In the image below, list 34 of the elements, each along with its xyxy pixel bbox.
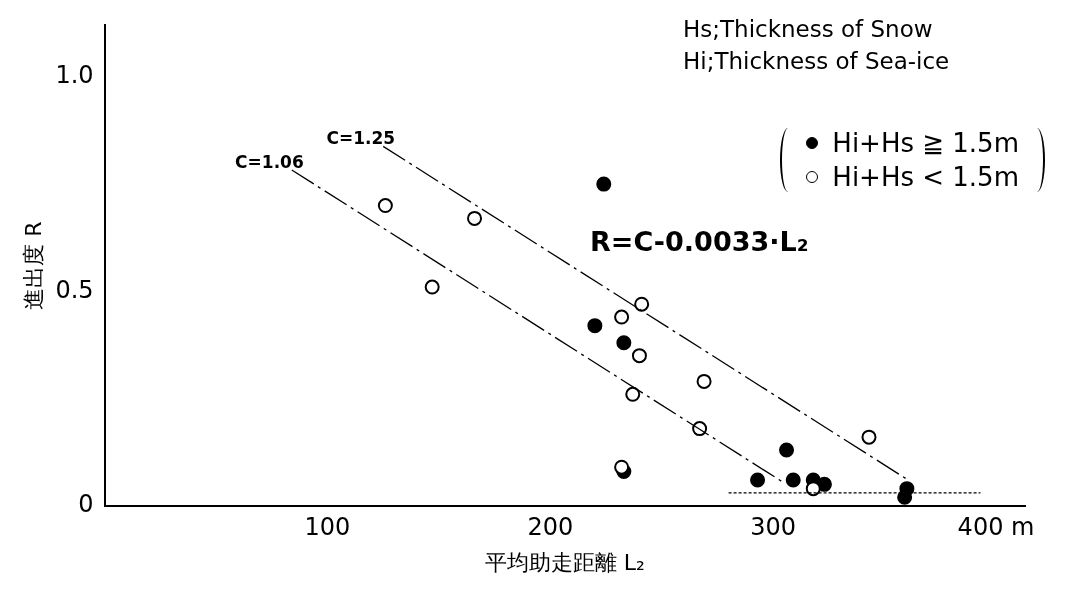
point xyxy=(897,489,913,505)
point xyxy=(805,481,821,497)
annotation: Hi;Thickness of Sea-ice xyxy=(683,48,950,75)
point xyxy=(631,348,647,364)
point xyxy=(785,472,801,488)
annotation: C=1.06 xyxy=(235,151,304,172)
x-tick-label: 400 m xyxy=(957,513,1035,542)
legend-label: Hi+Hs < 1.5m xyxy=(832,161,1019,194)
point xyxy=(424,279,440,295)
point xyxy=(625,386,641,402)
annotation: C=1.25 xyxy=(326,128,396,149)
point xyxy=(750,472,766,488)
point xyxy=(696,373,712,389)
point xyxy=(587,318,603,334)
y-tick-label: 0.5 xyxy=(55,275,94,304)
y-tick-label: 1.0 xyxy=(55,61,94,90)
point xyxy=(779,442,795,458)
point xyxy=(596,176,612,192)
point xyxy=(614,459,630,475)
point xyxy=(861,429,877,445)
legend-label: Hi+Hs ≧ 1.5m xyxy=(832,127,1019,160)
point xyxy=(614,309,630,325)
x-tick-label: 200 xyxy=(527,513,574,542)
point xyxy=(616,335,632,351)
annotation: R=C-0.0033·L₂ xyxy=(590,225,809,257)
point xyxy=(377,198,393,214)
x-tick-label: 100 xyxy=(304,513,351,542)
point xyxy=(634,296,650,312)
y-axis-title: 進出度 R xyxy=(20,221,46,310)
point xyxy=(467,210,483,226)
annotation: Hs;Thickness of Snow xyxy=(683,16,933,43)
x-axis-title: 平均助走距離 L₂ xyxy=(484,549,645,575)
x-tick-label: 300 xyxy=(750,513,797,542)
y-tick-label: 0 xyxy=(78,490,94,519)
